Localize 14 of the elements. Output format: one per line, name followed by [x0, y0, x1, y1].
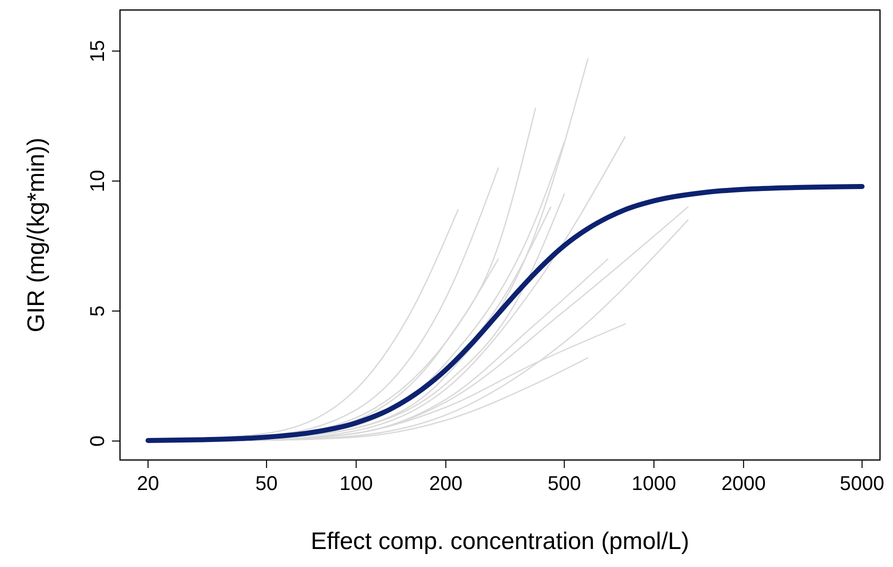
y-tick-label: 10 — [87, 170, 109, 192]
x-tick-label: 2000 — [721, 473, 766, 495]
x-tick-label: 200 — [429, 473, 462, 495]
y-tick-label: 0 — [87, 435, 109, 447]
x-tick-label: 100 — [339, 473, 373, 495]
x-tick-label: 50 — [255, 473, 278, 495]
x-tick-label: 500 — [548, 473, 581, 495]
y-tick-label: 15 — [87, 40, 109, 62]
x-tick-label: 5000 — [840, 473, 884, 495]
x-tick-label: 20 — [136, 473, 160, 495]
y-axis-title: GIR (mg/(kg*min)) — [23, 138, 50, 332]
x-axis-title: Effect comp. concentration (pmol/L) — [310, 528, 690, 555]
x-tick-label: 1000 — [632, 473, 676, 495]
y-tick-label: 5 — [87, 305, 109, 317]
